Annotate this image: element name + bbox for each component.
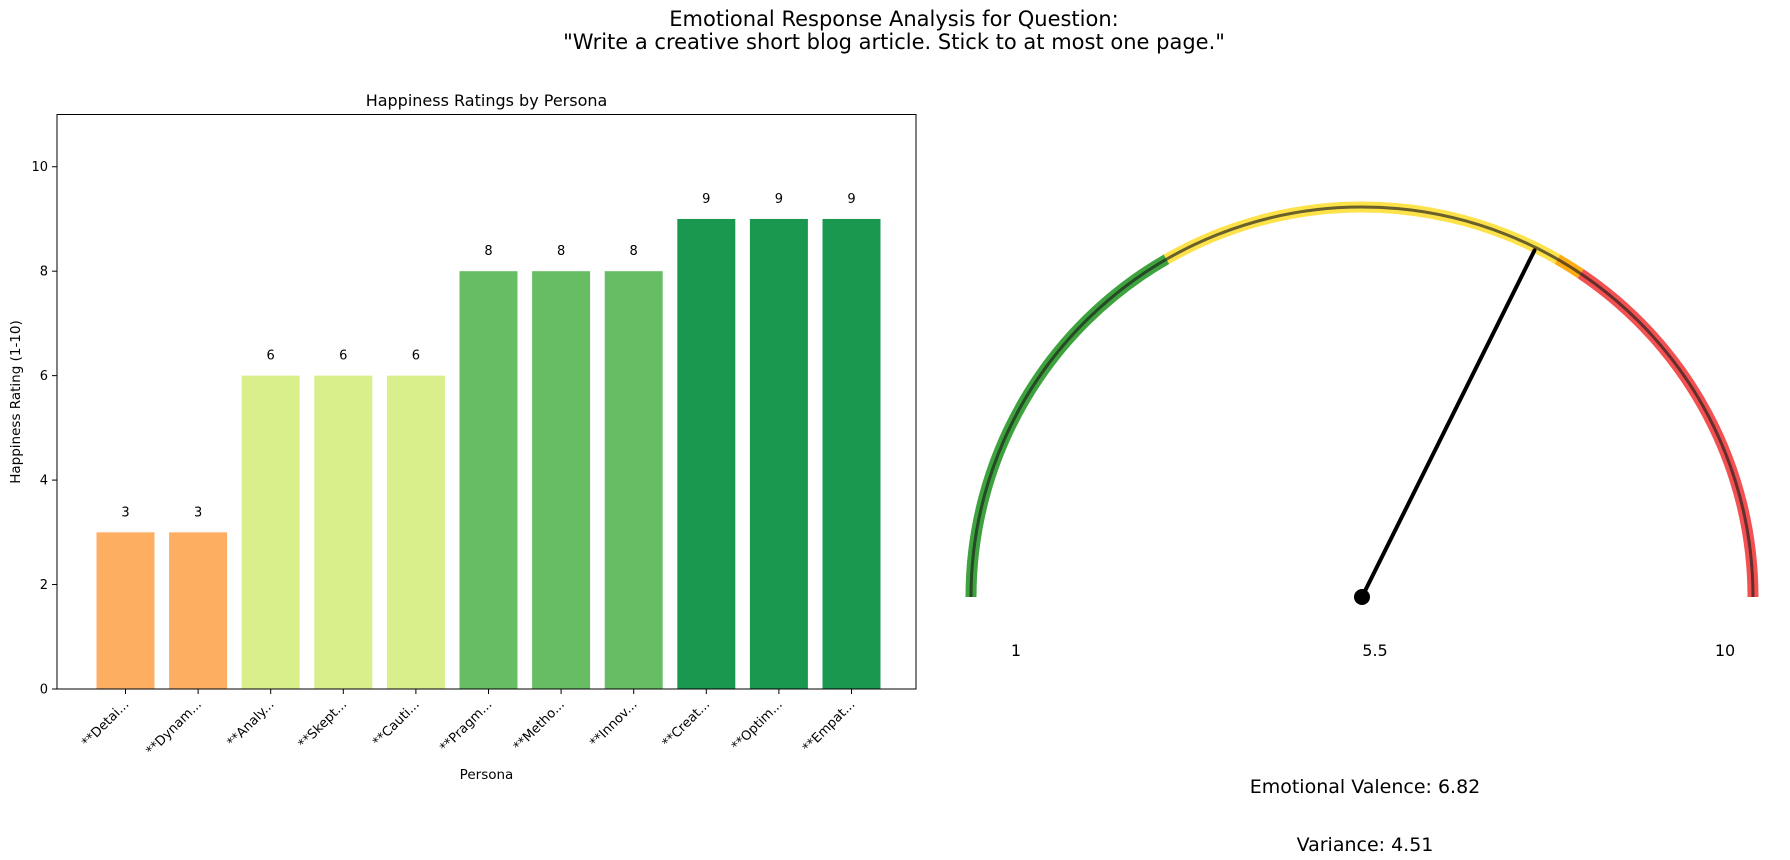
bar-chart: Happiness Ratings by Persona 3 3 6 6 6 8 8 8 9 9 9…	[8, 91, 917, 783]
bar-value-label-11: 9	[847, 192, 855, 207]
gauge-mid-label: 5.5	[1362, 641, 1387, 660]
x-tick-label-10: **Optim...	[729, 697, 786, 754]
bars-group: 3 3 6 6 6 8 8 8 9 9 9	[96, 192, 881, 690]
bar-chart-title: Happiness Ratings by Persona	[366, 91, 608, 110]
x-tick-label-4: **Skept...	[296, 697, 350, 751]
x-tick-label-3: **Analy...	[225, 697, 278, 750]
valence-text: Emotional Valence: 6.82	[1250, 776, 1481, 798]
bar-4	[314, 375, 373, 689]
x-tick-label-2: **Dynam...	[143, 697, 205, 759]
x-ticks-group: **Detai... **Dynam... **Analy... **Skept...…	[79, 689, 858, 759]
bar-11	[822, 218, 881, 690]
figure-title-line2: "Write a creative short blog article. St…	[563, 30, 1225, 54]
bar-8	[604, 271, 663, 689]
bar-value-label-8: 8	[630, 244, 638, 259]
bar-value-label-7: 8	[557, 244, 565, 259]
x-tick-label-11: **Empat...	[800, 697, 858, 755]
gauge-needle	[1360, 248, 1537, 599]
x-axis-label: Persona	[460, 767, 514, 783]
bar-value-label-9: 9	[702, 192, 710, 207]
bar-1	[96, 532, 155, 689]
y-tick-label-1: 2	[40, 578, 48, 593]
gauge-max-label: 10	[1715, 641, 1735, 660]
bar-2	[169, 532, 228, 689]
y-tick-label-2: 4	[40, 474, 48, 489]
gauge-zone-1	[965, 254, 1170, 598]
x-tick-label-8: **Innov...	[587, 697, 640, 750]
bar-9	[677, 218, 736, 690]
gauge-min-label: 1	[1011, 641, 1021, 660]
bar-value-label-10: 9	[775, 192, 783, 207]
gauge-track	[969, 205, 1755, 598]
bar-10	[749, 218, 808, 690]
bar-value-label-4: 6	[339, 349, 347, 364]
y-tick-label-5: 10	[31, 160, 48, 175]
y-tick-label-4: 8	[40, 265, 48, 280]
x-tick-label-9: **Creat...	[660, 697, 713, 750]
bar-value-label-6: 8	[484, 244, 492, 259]
variance-text: Variance: 4.51	[1297, 834, 1434, 856]
figure-title-line1: Emotional Response Analysis for Question…	[669, 7, 1118, 31]
y-axis-label: Happiness Rating (1-10)	[8, 320, 24, 484]
gauge-chart: 1 5.5 10 Emotional Valence: 6.82 Varianc…	[965, 201, 1759, 856]
bar-chart-frame	[56, 114, 917, 690]
x-tick-label-6: **Pragm...	[437, 697, 495, 755]
bar-value-label-2: 3	[194, 505, 202, 520]
y-tick-label-3: 6	[40, 369, 48, 384]
gauge-hub	[1354, 589, 1370, 605]
bar-value-label-3: 6	[267, 349, 275, 364]
bar-5	[386, 375, 445, 689]
bar-3	[241, 375, 300, 689]
x-tick-label-7: **Metho...	[511, 697, 568, 754]
bar-7	[532, 271, 591, 689]
x-tick-label-5: **Cauti...	[370, 697, 423, 750]
bar-value-label-1: 3	[121, 505, 129, 520]
bar-6	[459, 271, 518, 689]
bar-value-label-5: 6	[412, 349, 420, 364]
y-ticks-group: 0 2 4 6 8 10	[31, 160, 57, 698]
y-tick-label-0: 0	[40, 683, 48, 698]
gauge-zone-4	[1577, 269, 1759, 598]
x-tick-label-1: **Detai...	[79, 697, 132, 750]
gauge-zones	[965, 201, 1759, 598]
